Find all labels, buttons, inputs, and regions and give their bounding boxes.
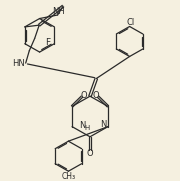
Text: O: O <box>81 91 87 100</box>
Text: Cl: Cl <box>126 18 135 27</box>
Text: F: F <box>45 38 50 47</box>
Text: NH: NH <box>52 7 65 16</box>
Text: O: O <box>87 149 93 158</box>
Text: N: N <box>79 121 85 130</box>
Text: N: N <box>100 120 107 129</box>
Text: HN: HN <box>12 60 25 68</box>
Text: CH₃: CH₃ <box>61 172 75 181</box>
Text: O: O <box>93 91 99 100</box>
Text: H: H <box>84 125 90 131</box>
